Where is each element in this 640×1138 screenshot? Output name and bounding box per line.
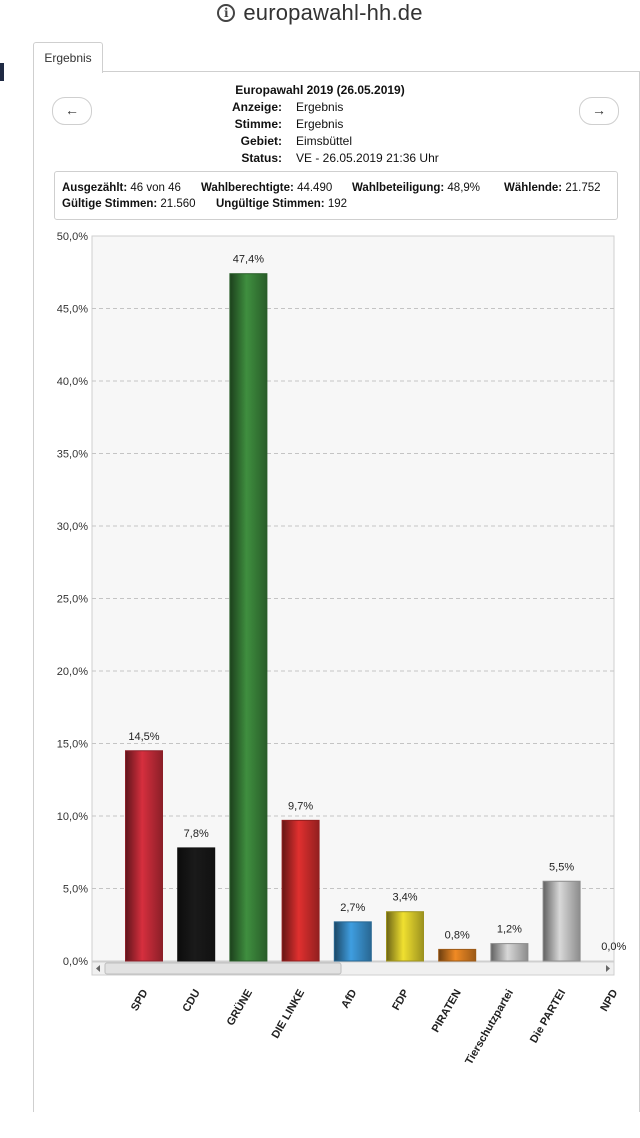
bar-tierschutzpartei <box>490 943 529 962</box>
bar-fdp <box>386 911 424 962</box>
stats-box: Ausgezählt: 46 von 46 Wahlberechtigte: 4… <box>54 171 618 220</box>
data-label: 2,7% <box>340 902 365 914</box>
stat-label: Ausgezählt: <box>62 182 128 194</box>
y-tick-label: 30,0% <box>57 521 88 533</box>
address-bar[interactable]: i europawahl-hh.de <box>0 0 640 26</box>
y-tick-label: 10,0% <box>57 811 88 823</box>
header-key: Stimme: <box>234 117 282 131</box>
stat-label: Wahlberechtigte: <box>201 182 294 194</box>
info-icon[interactable]: i <box>217 4 236 22</box>
stat-invalid: Ungültige Stimmen: 192 <box>216 198 347 210</box>
x-tick-label: GRÜNE <box>224 987 255 1028</box>
stat-value: 46 von 46 <box>130 182 181 194</box>
scroll-right-icon[interactable] <box>606 965 610 972</box>
x-tick-label: PIRATEN <box>430 987 464 1034</box>
header-key: Status: <box>241 151 282 165</box>
x-tick-label: DIE LINKE <box>270 988 308 1041</box>
prev-button[interactable]: ← <box>52 97 92 125</box>
y-tick-label: 40,0% <box>57 376 88 388</box>
data-label: 0,8% <box>445 929 470 941</box>
x-tick-label: NPD <box>598 987 620 1013</box>
x-tick-label: CDU <box>180 987 202 1014</box>
arrow-left-icon: ← <box>65 102 79 118</box>
y-tick-label: 5,0% <box>63 884 88 896</box>
scrollbar-thumb[interactable] <box>104 962 342 975</box>
bar-grüne <box>229 273 268 962</box>
data-label: 47,4% <box>233 254 264 266</box>
stat-voters: Wählende: 21.752 <box>504 182 601 194</box>
data-label: 7,8% <box>184 828 209 840</box>
stat-value: 21.560 <box>160 198 196 210</box>
data-label: 5,5% <box>549 861 574 873</box>
x-tick-label: FDP <box>390 988 411 1013</box>
y-tick-label: 35,0% <box>57 449 88 461</box>
header-value: Ergebnis <box>296 117 344 131</box>
y-tick-label: 25,0% <box>57 594 88 606</box>
header-value: Eimsbüttel <box>296 134 353 148</box>
x-tick-label: Die PARTEI <box>528 988 568 1046</box>
stat-turnout: Wahlbeteiligung: 48,9% <box>352 182 480 194</box>
stat-value: 192 <box>327 198 348 210</box>
bar-afd <box>333 921 372 962</box>
stat-label: Wählende: <box>504 182 563 194</box>
stat-counted: Ausgezählt: 46 von 46 <box>62 182 181 194</box>
x-tick-label: AfD <box>339 987 359 1010</box>
stat-valid: Gültige Stimmen: 21.560 <box>62 198 196 210</box>
y-tick-label: 15,0% <box>57 739 88 751</box>
x-tick-label: Tierschutzpartei <box>463 988 516 1067</box>
header-key: Anzeige: <box>231 100 282 114</box>
bar-piraten <box>438 948 477 962</box>
election-title: Europawahl 2019 (26.05.2019) <box>235 83 405 97</box>
stat-label: Wahlbeteiligung: <box>352 182 445 194</box>
stat-value: 21.752 <box>565 182 601 194</box>
bar-die-partei <box>542 880 581 962</box>
y-tick-label: 45,0% <box>57 304 88 316</box>
bar-die-linke <box>281 819 320 962</box>
y-tick-label: 50,0% <box>57 231 88 243</box>
stat-value: 48,9% <box>447 182 481 194</box>
url-text: europawahl-hh.de <box>243 0 423 25</box>
data-label: 3,4% <box>392 892 417 904</box>
data-label: 14,5% <box>128 731 159 743</box>
data-label: 1,2% <box>497 924 522 936</box>
data-label: 9,7% <box>288 800 313 812</box>
header-key: Gebiet: <box>240 134 282 148</box>
y-tick-label: 0,0% <box>63 956 88 968</box>
x-tick-label: SPD <box>129 987 151 1013</box>
stat-label: Ungültige Stimmen: <box>216 198 325 210</box>
bar-spd <box>125 750 163 962</box>
tab-ergebnis[interactable]: Ergebnis <box>33 42 103 73</box>
stat-eligible: Wahlberechtigte: 44.490 <box>201 182 332 194</box>
header-value: Ergebnis <box>296 100 344 114</box>
bar-cdu <box>177 847 216 962</box>
data-label: 0,0% <box>601 941 626 953</box>
header-value: VE - 26.05.2019 21:36 Uhr <box>296 151 439 165</box>
stat-label: Gültige Stimmen: <box>62 198 158 210</box>
stat-value: 44.490 <box>297 182 333 194</box>
arrow-right-icon: → <box>592 102 606 118</box>
y-tick-label: 20,0% <box>57 666 88 678</box>
next-button[interactable]: → <box>579 97 619 125</box>
left-edge-marker <box>0 63 4 81</box>
scroll-left-icon[interactable] <box>96 965 100 972</box>
